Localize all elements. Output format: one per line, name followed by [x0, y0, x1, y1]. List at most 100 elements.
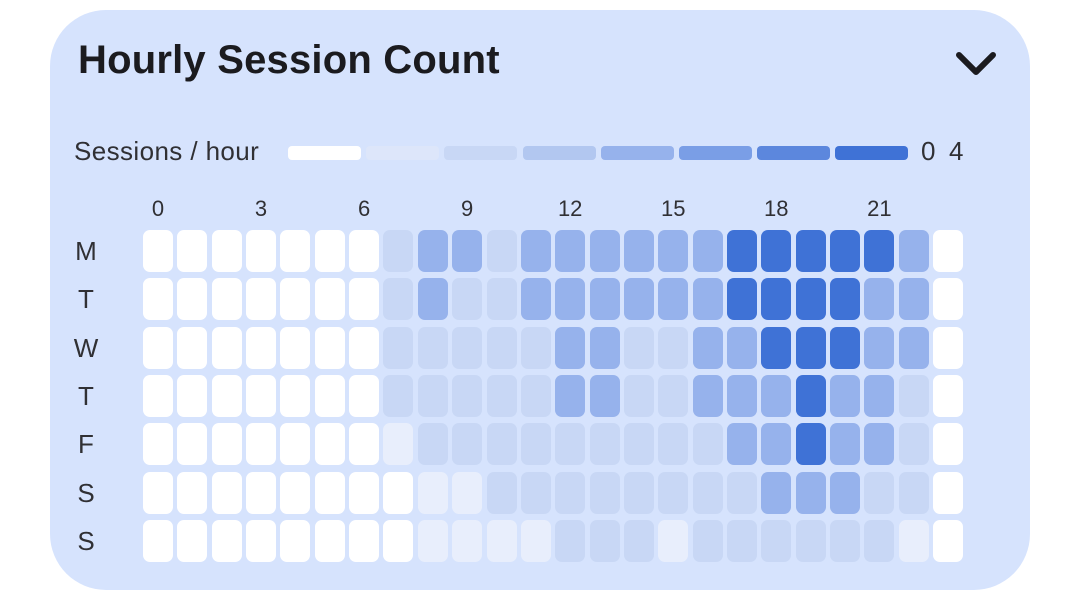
heatmap-cell — [726, 519, 757, 562]
heatmap-cell — [898, 471, 929, 514]
collapse-button[interactable] — [946, 38, 1006, 90]
heatmap-cell — [349, 423, 380, 466]
heatmap-cell — [486, 423, 517, 466]
heatmap-cell — [589, 519, 620, 562]
legend-swatch-7 — [835, 146, 909, 160]
heatmap-cell — [383, 519, 414, 562]
heatmap-cell — [933, 423, 964, 466]
heatmap-cell — [933, 326, 964, 369]
heatmap-cell — [555, 423, 586, 466]
heatmap-cell — [623, 374, 654, 417]
heatmap-cell — [177, 374, 208, 417]
heatmap-cell — [417, 471, 448, 514]
x-tick-label: 9 — [461, 196, 474, 221]
heatmap-cell — [520, 230, 551, 272]
heatmap-cell — [280, 519, 311, 562]
heatmap-cell — [933, 471, 964, 514]
heatmap-cell — [555, 278, 586, 321]
heatmap-cell — [314, 326, 345, 369]
legend-min-label: 0 — [921, 136, 936, 166]
heatmap-cell — [555, 519, 586, 562]
heatmap-cell — [246, 326, 277, 369]
heatmap-cell — [383, 326, 414, 369]
heatmap-cell — [933, 374, 964, 417]
heatmap-cell — [761, 326, 792, 369]
heatmap-cell — [246, 278, 277, 321]
session-count-card: Hourly Session Count Sessions / hour 0 4… — [50, 10, 1030, 590]
heatmap-cell — [246, 230, 277, 272]
heatmap-cell — [795, 423, 826, 466]
heatmap-cell — [692, 519, 723, 562]
heatmap-cell — [280, 423, 311, 466]
heatmap-cell — [211, 326, 242, 369]
heatmap-cell — [211, 423, 242, 466]
heatmap-cell — [452, 278, 483, 321]
heatmap-cell — [933, 230, 964, 272]
heatmap-cell — [623, 326, 654, 369]
heatmap-cell — [864, 278, 895, 321]
heatmap-cell — [486, 471, 517, 514]
y-tick-label: F — [78, 429, 94, 460]
heatmap-cell — [383, 374, 414, 417]
heatmap-cell — [520, 519, 551, 562]
heatmap-cell — [520, 471, 551, 514]
heatmap-cell — [417, 326, 448, 369]
heatmap-cell — [314, 278, 345, 321]
heatmap-cell — [761, 278, 792, 321]
x-tick-label: 12 — [557, 196, 583, 221]
heatmap-cell — [280, 278, 311, 321]
legend-swatch-6 — [757, 146, 831, 160]
heatmap-cell — [349, 374, 380, 417]
heatmap-cell — [486, 230, 517, 272]
heatmap-cell — [349, 326, 380, 369]
heatmap-cell — [761, 519, 792, 562]
heatmap-cell — [658, 230, 689, 272]
heatmap-cell — [280, 471, 311, 514]
heatmap-cell — [692, 423, 723, 466]
heatmap-cell — [349, 471, 380, 514]
heatmap-cell — [898, 423, 929, 466]
x-tick-label: 21 — [867, 196, 892, 221]
legend-swatch-5 — [679, 146, 752, 160]
heatmap-cell — [761, 471, 792, 514]
y-tick-label: T — [78, 284, 94, 315]
heatmap-cell — [795, 519, 826, 562]
heatmap-cell — [726, 471, 757, 514]
heatmap-cell — [726, 326, 757, 369]
heatmap-cell — [658, 519, 689, 562]
heatmap-cell — [795, 471, 826, 514]
heatmap-cell — [623, 519, 654, 562]
heatmap-cell — [555, 471, 586, 514]
heatmap-cell — [726, 278, 757, 321]
heatmap-cell — [314, 374, 345, 417]
heatmap-cell — [452, 326, 483, 369]
heatmap-cell — [520, 326, 551, 369]
heatmap-cell — [830, 230, 860, 272]
heatmap-cell — [383, 471, 414, 514]
heatmap-cell — [349, 230, 380, 272]
heatmap-cell — [692, 326, 723, 369]
heatmap-cell — [177, 278, 208, 321]
heatmap-cell — [417, 278, 448, 321]
legend-label: Sessions / hour — [74, 136, 260, 166]
heatmap-cell — [658, 278, 689, 321]
heatmap-cell — [143, 471, 173, 514]
x-tick-label: 15 — [661, 196, 686, 221]
heatmap-cell — [486, 374, 517, 417]
heatmap-cell — [830, 374, 860, 417]
heatmap-cell — [417, 230, 448, 272]
heatmap-cell — [314, 519, 345, 562]
heatmap-cell — [143, 230, 173, 272]
heatmap-cell — [795, 230, 826, 272]
x-tick-label: 6 — [357, 196, 371, 221]
heatmap-cell — [417, 423, 448, 466]
heatmap-cell — [246, 519, 277, 562]
heatmap-cell — [211, 230, 242, 272]
heatmap-cell — [383, 423, 414, 466]
heatmap-cell — [383, 230, 414, 272]
heatmap-cell — [898, 230, 929, 272]
y-tick-label: M — [75, 236, 97, 266]
y-tick-label: T — [78, 380, 94, 411]
heatmap-cell — [211, 278, 242, 321]
heatmap-cell — [383, 278, 414, 321]
